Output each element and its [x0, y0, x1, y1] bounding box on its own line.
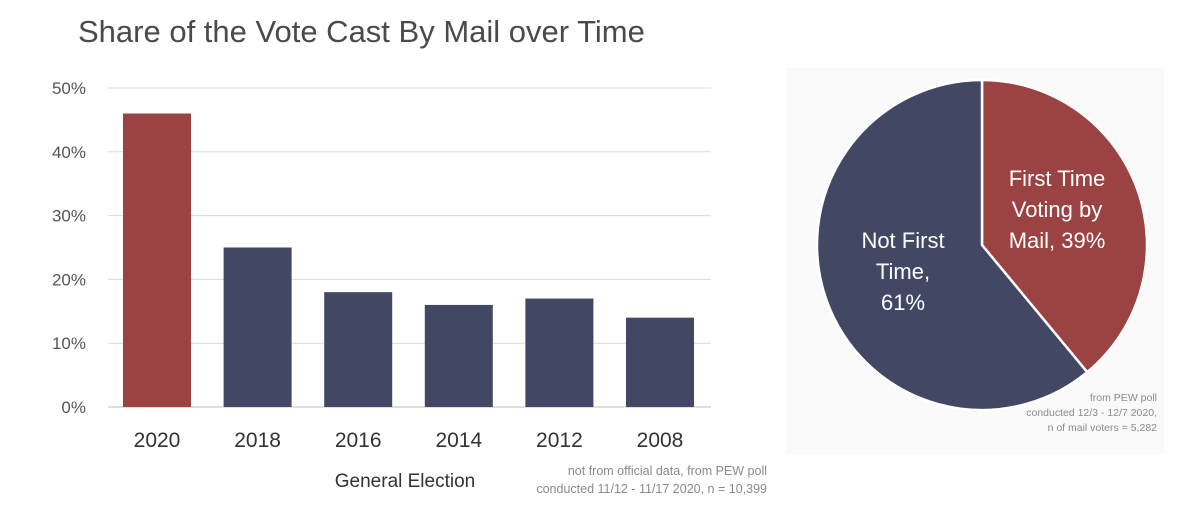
bar-chart-y-axis: 0% 10% 20% 30% 40% 50%	[52, 79, 86, 417]
pie-note-line: conducted 12/3 - 12/7 2020,	[1026, 407, 1157, 419]
bar-2008	[626, 317, 694, 407]
y-tick-label: 50%	[52, 79, 86, 98]
pie-slice-label: Not First	[861, 228, 944, 253]
bar-chart-source-note: not from official data, from PEW poll con…	[536, 464, 767, 496]
pie-slice-label: First Time	[1009, 166, 1106, 191]
bar-chart-bars	[123, 113, 694, 408]
bar-chart-gridlines	[108, 87, 711, 408]
bar-2012	[525, 298, 594, 407]
x-tick-label: 2008	[637, 429, 684, 452]
pie-slice-label: Voting by	[1012, 197, 1103, 222]
bar-note-line: not from official data, from PEW poll	[568, 464, 767, 478]
bar-2020	[123, 113, 191, 408]
bar-2014	[424, 304, 493, 407]
pie-slice-1	[815, 78, 1089, 412]
x-tick-label: 2020	[134, 429, 181, 452]
pie-slice-label: Time,	[876, 259, 930, 284]
pie-slice-label: Mail, 39%	[1009, 228, 1106, 253]
pie-chart-labels: First Time Voting by Mail, 39% Not First Tim…	[861, 166, 1105, 315]
bar-2018	[223, 247, 292, 407]
pie-slice-0	[980, 78, 1149, 374]
y-tick-label: 20%	[52, 270, 86, 289]
pie-slice-label: 61%	[881, 290, 925, 315]
pie-chart-source-note: from PEW poll conducted 12/3 - 12/7 2020,…	[1026, 392, 1157, 434]
pie-note-line: from PEW poll	[1090, 392, 1157, 404]
bar-chart-x-axis: 2020 2018 2016 2014 2012 2008	[134, 429, 684, 452]
pie-note-line: n of mail voters = 5,282	[1048, 422, 1158, 434]
bar-chart-x-axis-label: General Election	[335, 471, 475, 492]
y-tick-label: 10%	[52, 334, 86, 353]
y-tick-label: 30%	[52, 207, 86, 226]
x-tick-label: 2018	[234, 429, 281, 452]
y-tick-label: 0%	[61, 398, 86, 417]
y-tick-label: 40%	[52, 143, 86, 162]
x-tick-label: 2014	[435, 429, 482, 452]
pie-chart-slices	[815, 78, 1149, 412]
bar-note-line: conducted 11/12 - 11/17 2020, n = 10,399	[536, 482, 767, 496]
bar-2016	[324, 292, 393, 407]
x-tick-label: 2012	[536, 429, 583, 452]
x-tick-label: 2016	[335, 429, 382, 452]
bar-chart-title: Share of the Vote Cast By Mail over Time	[78, 14, 645, 49]
